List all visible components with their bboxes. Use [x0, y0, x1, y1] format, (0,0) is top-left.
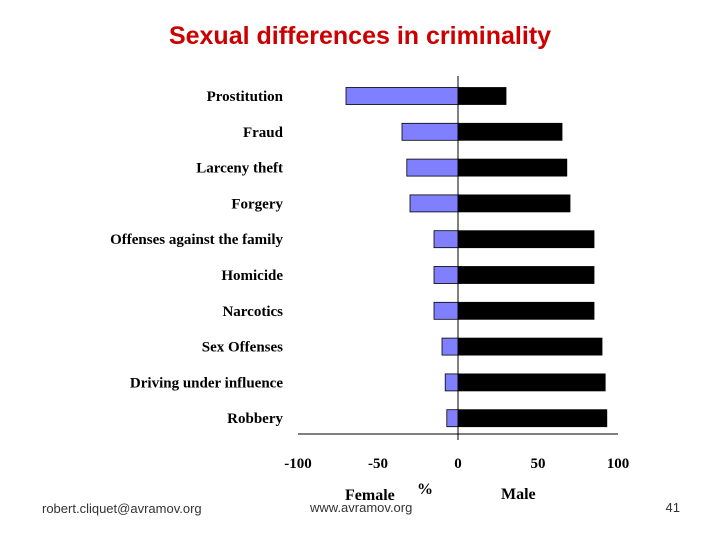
bar-male-driving-under-influence: [457, 373, 606, 392]
category-label-prostitution: Prostitution: [207, 89, 284, 105]
bar-male-robbery: [457, 409, 608, 428]
category-label-driving-under-influence: Driving under influence: [130, 375, 283, 391]
axes-group: [298, 76, 618, 440]
bar-female-sex-offenses: [441, 337, 459, 356]
bar-female-prostitution: [345, 87, 459, 105]
category-label-homicide: Homicide: [221, 268, 283, 284]
bar-female-driving-under-influence: [444, 373, 459, 392]
x-axis-female-label: Female: [345, 487, 395, 504]
bar-male-larceny-theft: [457, 158, 568, 177]
bar-male-homicide: [457, 266, 595, 284]
bar-male-forgery: [457, 194, 571, 213]
bar-male-fraud: [457, 122, 563, 141]
category-label-larceny-theft: Larceny theft: [196, 161, 283, 177]
page-number: 41: [665, 500, 680, 515]
bar-female-forgery: [409, 194, 459, 213]
x-tick-label: 100: [607, 456, 630, 472]
x-tick-label: -50: [368, 456, 388, 472]
bar-female-larceny-theft: [406, 158, 459, 177]
tick-labels-group: -100 -50 0 50 100: [284, 456, 629, 472]
category-label-narcotics: Narcotics: [222, 304, 283, 320]
category-label-fraud: Fraud: [243, 125, 284, 141]
x-tick-label: 50: [531, 456, 546, 472]
x-tick-label: 0: [454, 456, 462, 472]
x-tick-label: -100: [284, 456, 312, 472]
footer-site: www.avramov.org: [310, 500, 413, 515]
category-label-robbery: Robbery: [227, 411, 283, 427]
bar-female-homicide: [433, 266, 459, 284]
bar-male-prostitution: [457, 87, 507, 105]
bar-female-narcotics: [433, 301, 459, 320]
bar-male-offenses-against-the-family: [457, 230, 595, 249]
slide-title: Sexual differences in criminality: [168, 22, 552, 50]
x-axis-male-label: Male: [501, 486, 536, 503]
x-axis-unit-label: %: [417, 481, 433, 498]
bar-female-offenses-against-the-family: [433, 230, 459, 249]
bar-female-fraud: [401, 122, 459, 141]
category-label-forgery: Forgery: [231, 196, 283, 212]
category-labels-group: Prostitution Fraud Larceny theft Forgery Off…: [110, 89, 284, 427]
footer-email: robert.cliquet@avramov.org: [42, 501, 202, 516]
bar-female-robbery: [446, 409, 459, 428]
category-label-sex-offenses: Sex Offenses: [202, 340, 283, 356]
bar-male-sex-offenses: [457, 337, 603, 356]
bar-male-narcotics: [457, 301, 595, 320]
category-label-offenses-against-the-family: Offenses against the family: [110, 232, 283, 248]
bars-group: [345, 87, 608, 428]
